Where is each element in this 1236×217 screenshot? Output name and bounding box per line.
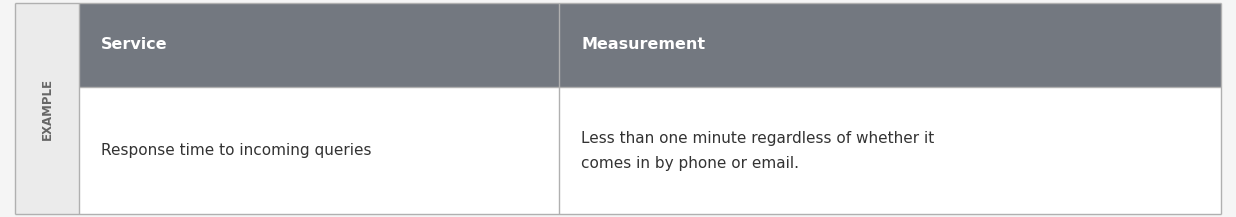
Bar [15, 3, 79, 214]
Text: Measurement: Measurement [581, 38, 706, 53]
Text: Less than one minute regardless of whether it
comes in by phone or email.: Less than one minute regardless of wheth… [581, 131, 934, 171]
Text: EXAMPLE: EXAMPLE [41, 77, 53, 140]
Text: Service: Service [101, 38, 168, 53]
Bar [79, 3, 1221, 87]
Text: Response time to incoming queries: Response time to incoming queries [101, 143, 372, 158]
